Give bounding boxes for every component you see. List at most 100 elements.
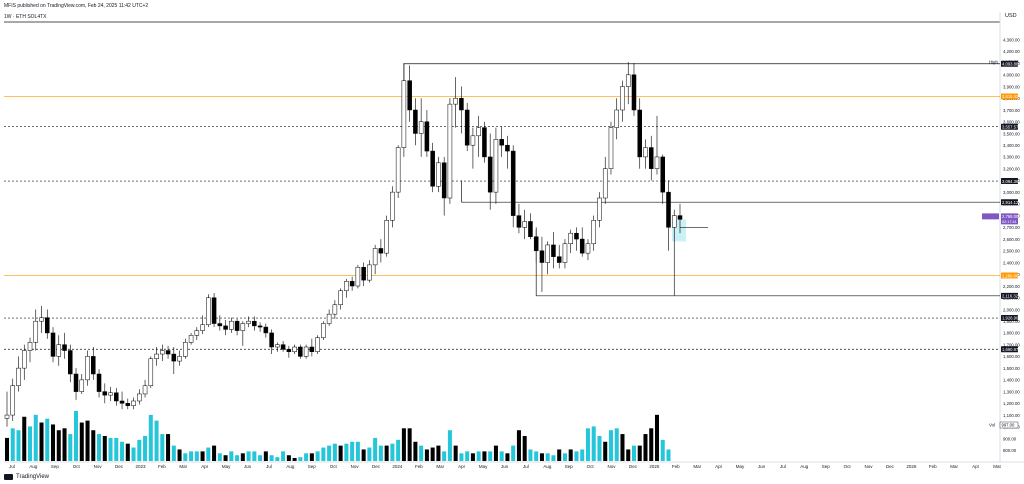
- bear-candle: [637, 109, 642, 158]
- x-tick-label: Jun: [758, 464, 766, 469]
- volume-bar: [298, 457, 303, 461]
- bear-candle: [96, 373, 102, 392]
- bear-candle: [510, 150, 516, 216]
- volume-bar: [597, 436, 602, 461]
- bull-candle: [493, 139, 499, 193]
- bear-candle: [413, 109, 418, 134]
- y-tick-label: 1,900.00: [1003, 319, 1020, 324]
- x-tick-label: Apr: [972, 464, 980, 469]
- bear-candle: [234, 320, 240, 331]
- volume-bar: [97, 434, 102, 461]
- level-price-tag: [1001, 93, 1018, 100]
- volume-bar: [574, 451, 579, 461]
- volume-bar: [212, 445, 217, 461]
- bear-candle: [528, 221, 533, 237]
- level-price-tag: [1001, 346, 1018, 353]
- level-price-tag-label: 3,815.42: [1002, 94, 1019, 99]
- bull-candle: [436, 162, 441, 187]
- y-tick-label: 2,600.00: [1003, 237, 1020, 242]
- bull-candle: [206, 297, 211, 325]
- volume-bar: [263, 451, 268, 461]
- volume-bar: [327, 445, 332, 461]
- bull-candle: [447, 103, 453, 199]
- bear-candle: [487, 156, 493, 193]
- bear-candle: [252, 320, 257, 327]
- volume-bar: [235, 455, 240, 461]
- x-tick-label: Apr: [715, 464, 723, 469]
- volume-bar: [442, 451, 447, 461]
- bull-candle: [148, 358, 154, 386]
- volume-bar: [281, 451, 286, 461]
- volume-bar: [33, 414, 38, 461]
- y-tick-label: 1,500.00: [1003, 366, 1020, 371]
- volume-bar: [557, 449, 562, 461]
- x-tick-label: Oct: [73, 464, 81, 469]
- bull-candle: [246, 320, 251, 324]
- volume-bar: [649, 428, 654, 461]
- volume-bar: [125, 443, 130, 461]
- bear-candle: [660, 156, 666, 193]
- volume-bar: [488, 451, 493, 461]
- level-price-tag: [1001, 60, 1018, 67]
- x-tick-label: Mar: [436, 464, 444, 469]
- x-tick-label: Nov: [608, 464, 617, 469]
- volume-bar: [505, 453, 510, 461]
- level-price-tag: [1001, 315, 1018, 322]
- volume-bar: [120, 441, 125, 461]
- y-tick-label: 4,200.00: [1003, 49, 1020, 54]
- x-tick-label: Mat: [993, 464, 1001, 469]
- bull-candle: [194, 330, 200, 336]
- volume-bar: [660, 439, 665, 461]
- x-tick-label: Mar: [179, 464, 187, 469]
- bear-candle: [309, 346, 315, 352]
- bear-candle: [211, 297, 217, 324]
- level-price-tag-label: 2,289.06: [1002, 273, 1019, 278]
- bull-candle: [177, 356, 182, 362]
- bear-candle: [257, 325, 263, 328]
- bull-candle: [384, 220, 389, 254]
- bull-candle: [625, 74, 631, 87]
- bull-candle: [453, 98, 458, 105]
- bear-candle: [666, 191, 671, 228]
- bear-candle: [378, 248, 384, 254]
- bull-candle: [390, 191, 395, 221]
- volume-bar: [39, 422, 44, 461]
- volume-bar: [137, 439, 142, 461]
- x-tick-label: Sep: [822, 464, 831, 469]
- x-tick-label: Dec: [372, 464, 381, 469]
- y-tick-label: 3,700.00: [1003, 108, 1020, 113]
- x-tick-label: Sep: [565, 464, 574, 469]
- last-price-label: 2,768.00: [1002, 214, 1019, 219]
- level-price-tag-label: 3,094.36: [1002, 179, 1019, 184]
- level-price-tag: [1001, 272, 1018, 279]
- volume-bar: [654, 414, 660, 461]
- bear-candle: [430, 150, 435, 187]
- bear-candle: [441, 162, 447, 199]
- volume-bar: [321, 447, 326, 461]
- footer-brand[interactable]: TradingView: [4, 474, 49, 480]
- bear-candle: [533, 236, 539, 252]
- x-tick-label: Apr: [458, 464, 466, 469]
- bear-candle: [499, 139, 504, 146]
- volume-bar: [108, 437, 113, 461]
- volume-bar: [206, 447, 211, 461]
- y-tick-label: 800.00: [1003, 448, 1017, 453]
- volume-bar: [229, 451, 234, 461]
- bull-candle: [16, 367, 21, 386]
- x-tick-label: May: [222, 464, 231, 469]
- x-tick-label: Dec: [629, 464, 638, 469]
- y-tick-label: 2,200.00: [1003, 284, 1020, 289]
- last-price-countdown: 02:17:41: [1002, 220, 1017, 224]
- volume-bar: [166, 434, 171, 461]
- bear-candle: [73, 373, 79, 392]
- volume-bar: [332, 443, 337, 461]
- bull-candle: [142, 385, 148, 395]
- bull-candle: [545, 244, 550, 263]
- bull-candle: [292, 346, 297, 352]
- volume-bar: [539, 453, 544, 461]
- y-tick-label: 2,000.00: [1003, 307, 1020, 312]
- bull-candle: [654, 156, 660, 169]
- bull-candle: [27, 342, 33, 351]
- bear-candle: [424, 121, 430, 152]
